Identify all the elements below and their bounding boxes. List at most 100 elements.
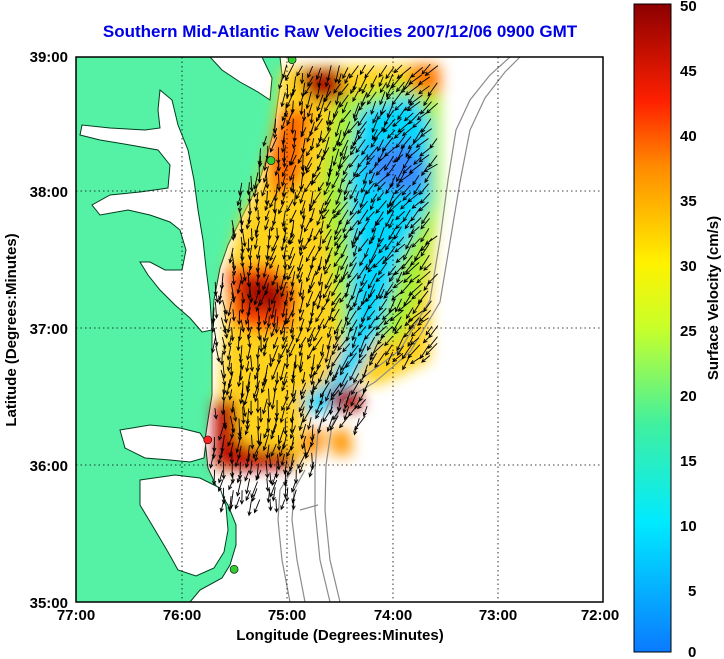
velocity-arrow (423, 281, 431, 292)
velocity-arrow (350, 136, 361, 150)
velocity-arrow (253, 172, 259, 190)
y-tick-label: 39:00 (30, 49, 68, 66)
velocity-arrow (261, 180, 268, 197)
velocity-arrow (343, 190, 350, 202)
velocity-arrow (298, 281, 303, 298)
velocity-arrow (253, 499, 261, 514)
velocity-arrow (281, 145, 287, 163)
velocity-arrow (348, 65, 359, 79)
velocity-arrow (338, 130, 349, 147)
velocity-arrow (243, 390, 250, 406)
velocity-arrow (319, 220, 324, 236)
velocity-arrow (262, 326, 269, 343)
velocity-arrow (225, 379, 231, 396)
velocity-arrow (316, 148, 323, 160)
velocity-arrow (325, 110, 331, 126)
velocity-arrow (270, 443, 277, 458)
velocity-arrow (429, 138, 438, 150)
velocity-arrow (402, 209, 411, 223)
velocity-arrow (315, 111, 322, 123)
velocity-arrow (349, 146, 357, 156)
velocity-arrow (301, 208, 306, 220)
velocity-arrow (234, 452, 241, 468)
colorbar-tick-label: 15 (680, 453, 697, 470)
velocity-arrow (289, 436, 295, 451)
velocity-arrow (325, 389, 332, 402)
velocity-arrow (298, 415, 305, 432)
velocity-arrow (288, 246, 294, 261)
velocity-arrow (210, 337, 216, 354)
velocity-arrow (403, 274, 412, 284)
velocity-arrow (385, 182, 394, 195)
velocity-arrow (240, 319, 245, 333)
velocity-arrow (418, 85, 430, 95)
velocity-arrow (369, 172, 376, 185)
velocity-arrow (278, 442, 285, 458)
grid (76, 57, 603, 602)
velocity-arrow (297, 227, 304, 245)
velocity-arrow (343, 182, 349, 196)
velocity-arrow (371, 117, 379, 134)
velocity-arrow (358, 75, 368, 93)
velocity-arrow (416, 270, 431, 284)
velocity-arrow (256, 427, 261, 446)
velocity-arrow (245, 453, 251, 469)
velocity-arrow (397, 300, 412, 312)
velocity-arrow (281, 183, 286, 198)
velocity-arrow (255, 245, 261, 260)
velocity-arrow (340, 244, 348, 259)
velocity-arrow (333, 228, 342, 241)
velocity-arrow (213, 408, 218, 420)
velocity-arrow (352, 102, 360, 119)
colorbar-tick-label: 5 (688, 583, 696, 600)
velocity-arrow (221, 343, 227, 356)
velocity-arrow (364, 65, 375, 79)
velocity-arrow (262, 433, 270, 452)
velocity-arrow (217, 451, 224, 465)
velocity-arrow (358, 343, 367, 359)
velocity-arrow (378, 243, 387, 254)
velocity-arrow (410, 326, 422, 337)
colorbar-tick-label: 0 (688, 644, 696, 659)
velocity-arrow (343, 229, 351, 239)
velocity-arrow (317, 318, 325, 331)
velocity-arrow (315, 407, 323, 420)
velocity-arrow (402, 165, 412, 174)
velocity-arrow (317, 182, 325, 192)
velocity-arrow (297, 255, 304, 272)
velocity-arrow (268, 453, 273, 469)
velocity-arrow (227, 435, 233, 447)
velocity-arrow (295, 183, 305, 200)
velocity-arrow (276, 454, 281, 471)
velocity-arrow (368, 235, 376, 245)
velocity-arrow (284, 487, 290, 503)
velocity-arrow (301, 108, 307, 122)
velocity-arrow (262, 274, 270, 291)
velocity-arrow (347, 262, 357, 279)
velocity-arrow (409, 337, 420, 346)
velocity-arrow (276, 173, 282, 192)
colorbar-tick-label: 20 (680, 388, 697, 405)
velocity-arrow (403, 244, 413, 261)
velocity-arrow (394, 263, 405, 276)
velocity-arrow (280, 118, 286, 131)
velocity-arrow (298, 344, 304, 357)
velocity-arrow (416, 317, 429, 326)
velocity-arrow (366, 91, 377, 106)
velocity-arrow (401, 184, 411, 196)
velocity-arrow (388, 200, 402, 213)
velocity-arrow (408, 74, 422, 85)
velocity-arrow (325, 172, 331, 187)
velocity-arrow (362, 172, 368, 185)
velocity-arrow (372, 255, 385, 269)
velocity-arrow (419, 254, 430, 271)
velocity-arrow (409, 256, 421, 266)
velocity-arrow (332, 407, 342, 421)
velocity-arrow (265, 460, 270, 479)
velocity-arrow (218, 424, 225, 441)
velocity-arrow (353, 108, 360, 122)
velocity-arrow (377, 262, 388, 276)
velocity-arrow (315, 67, 322, 81)
velocity-arrow (344, 73, 350, 85)
velocity-arrow (280, 92, 286, 108)
